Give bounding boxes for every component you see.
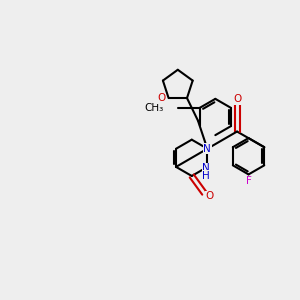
Text: H: H	[202, 171, 210, 181]
Text: CH₃: CH₃	[144, 103, 164, 113]
Text: N: N	[202, 164, 210, 173]
Text: N: N	[203, 144, 211, 154]
Text: F: F	[246, 176, 251, 186]
Text: O: O	[206, 191, 214, 201]
Text: O: O	[158, 93, 166, 103]
Text: O: O	[233, 94, 241, 104]
